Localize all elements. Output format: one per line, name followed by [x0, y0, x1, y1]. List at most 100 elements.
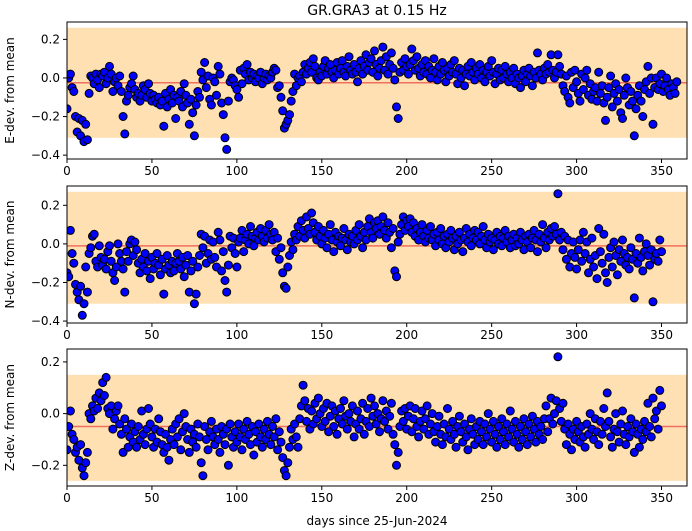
- data-point: [159, 121, 169, 131]
- data-point: [101, 264, 111, 274]
- data-point: [548, 419, 558, 429]
- y-tick-label: 0.2: [41, 198, 60, 212]
- data-point: [81, 458, 91, 468]
- data-point: [527, 81, 537, 91]
- data-point: [105, 241, 114, 251]
- data-point: [393, 114, 403, 123]
- data-point: [339, 224, 349, 233]
- data-point: [657, 401, 666, 411]
- data-point: [268, 422, 277, 431]
- data-point: [587, 233, 597, 243]
- data-point: [116, 87, 126, 96]
- data-point: [288, 245, 298, 255]
- x-tick-label: 0: [63, 328, 71, 342]
- y-tick-label: 0.2: [41, 355, 60, 369]
- data-point: [672, 77, 682, 87]
- data-point: [291, 432, 301, 442]
- panel-n: 0 50 100 150 200 250 300 350 −0.4 −0.2 0.0 0.2 N-dev…: [3, 185, 688, 342]
- data-point: [505, 406, 515, 416]
- data-point: [582, 65, 592, 75]
- data-point: [578, 85, 588, 94]
- data-point: [184, 119, 194, 129]
- data-point: [645, 422, 655, 431]
- data-point: [344, 52, 354, 62]
- x-tick-label: 150: [310, 491, 333, 505]
- data-point: [222, 144, 232, 154]
- data-point: [578, 227, 588, 237]
- data-point: [388, 63, 398, 73]
- data-point: [449, 56, 459, 66]
- data-point: [342, 424, 352, 434]
- x-tick-label: 50: [144, 328, 159, 342]
- data-point: [223, 460, 233, 470]
- data-point: [543, 427, 553, 437]
- data-point: [385, 411, 395, 421]
- data-point: [239, 247, 249, 257]
- data-point: [81, 119, 91, 129]
- data-point: [657, 247, 666, 257]
- data-point: [82, 447, 92, 457]
- data-point: [223, 96, 233, 106]
- data-point: [162, 251, 172, 260]
- data-point: [152, 249, 162, 258]
- data-point: [286, 96, 296, 106]
- y-tick-label: 0.2: [41, 32, 60, 46]
- data-point: [553, 352, 563, 362]
- data-point: [580, 442, 590, 452]
- data-point: [429, 54, 439, 64]
- y-axis-label: E-dev. from mean: [3, 37, 17, 143]
- x-tick-label: 300: [565, 491, 588, 505]
- data-point: [171, 114, 181, 123]
- data-point: [516, 83, 525, 93]
- data-point: [339, 396, 349, 406]
- y-axis-label: Z-dev. from mean: [3, 364, 17, 471]
- data-point: [94, 241, 104, 251]
- data-point: [373, 71, 383, 81]
- data-point: [276, 92, 286, 102]
- data-point: [567, 445, 576, 455]
- data-point: [614, 85, 624, 94]
- data-point: [213, 61, 223, 71]
- data-point: [300, 396, 310, 406]
- data-point: [281, 471, 291, 481]
- data-point: [69, 258, 79, 268]
- data-point: [577, 256, 587, 266]
- data-point: [67, 272, 74, 282]
- data-point: [130, 237, 140, 247]
- data-point: [621, 440, 631, 450]
- data-point: [538, 435, 548, 444]
- data-point: [186, 266, 196, 276]
- data-point: [624, 264, 634, 274]
- data-point: [662, 73, 672, 83]
- data-point: [179, 79, 189, 89]
- data-point: [140, 440, 150, 450]
- data-point: [296, 77, 306, 87]
- data-point: [89, 229, 99, 239]
- data-point: [353, 77, 362, 87]
- data-point: [454, 411, 464, 421]
- data-point: [648, 119, 658, 129]
- data-point: [601, 115, 610, 125]
- data-point: [84, 88, 94, 98]
- data-point: [188, 108, 198, 118]
- x-tick-label: 200: [395, 164, 418, 178]
- data-point: [358, 243, 368, 253]
- data-point: [422, 401, 432, 411]
- data-point: [601, 268, 610, 278]
- data-point: [629, 293, 639, 303]
- data-point: [313, 393, 323, 403]
- data-point: [634, 233, 644, 243]
- data-point: [132, 245, 142, 255]
- data-point: [176, 445, 186, 455]
- data-point: [553, 189, 563, 199]
- data-point: [392, 460, 401, 470]
- data-point: [307, 208, 317, 218]
- data-point: [536, 422, 546, 431]
- data-point: [580, 249, 590, 258]
- y-tick-label: −0.2: [31, 275, 60, 289]
- data-point: [271, 414, 281, 424]
- data-point: [69, 87, 79, 96]
- data-point: [201, 83, 211, 93]
- data-point: [276, 243, 286, 253]
